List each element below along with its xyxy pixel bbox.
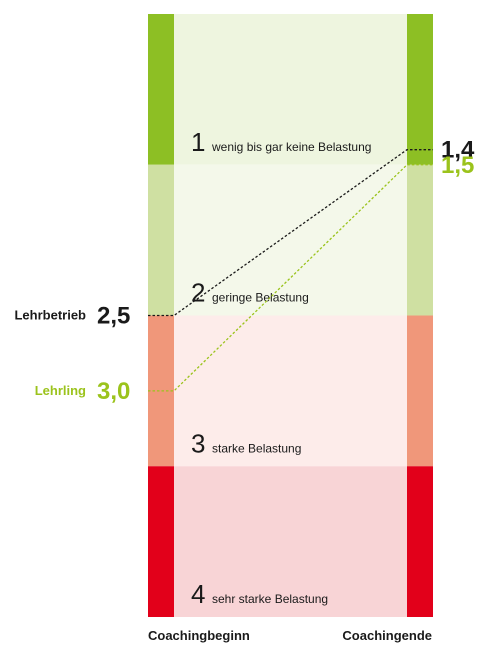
band-3-label: starke Belastung — [212, 441, 301, 455]
value-label-start-lehrling: 3,0 — [97, 378, 130, 405]
value-label-end-lehrbetrieb: 1,4 — [441, 137, 475, 164]
x-label-end: Coachingende — [342, 628, 432, 643]
band-2-number: 2 — [191, 278, 205, 308]
band-2-bar-left — [148, 164, 174, 316]
band-1-label: wenig bis gar keine Belastung — [211, 140, 371, 154]
band-2-fill — [174, 164, 407, 316]
series-line-lehrbetrieb — [148, 149, 433, 317]
band-4-bar-right — [407, 466, 433, 617]
band-3-bar-left — [148, 315, 174, 467]
band-1-bar-left — [148, 14, 174, 165]
band-4-fill — [174, 466, 407, 617]
x-label-start: Coachingbeginn — [148, 628, 250, 643]
value-label-start-lehrbetrieb: 2,5 — [97, 303, 130, 330]
band-3-number: 3 — [191, 428, 205, 458]
band-4-bar-left — [148, 466, 174, 617]
series-name-lehrbetrieb: Lehrbetrieb — [14, 308, 86, 323]
band-3-bar-right — [407, 315, 433, 467]
series-name-lehrling: Lehrling — [35, 383, 86, 398]
band-3-fill — [174, 315, 407, 467]
band-4-number: 4 — [191, 579, 205, 609]
band-4-label: sehr starke Belastung — [212, 592, 328, 606]
band-2-bar-right — [407, 164, 433, 316]
band-1-number: 1 — [191, 127, 205, 157]
band-2-label: geringe Belastung — [212, 291, 309, 305]
band-1-fill — [174, 14, 407, 165]
value-label-end-lehrling: 1,5 — [441, 152, 474, 179]
band-1-bar-right — [407, 14, 433, 165]
